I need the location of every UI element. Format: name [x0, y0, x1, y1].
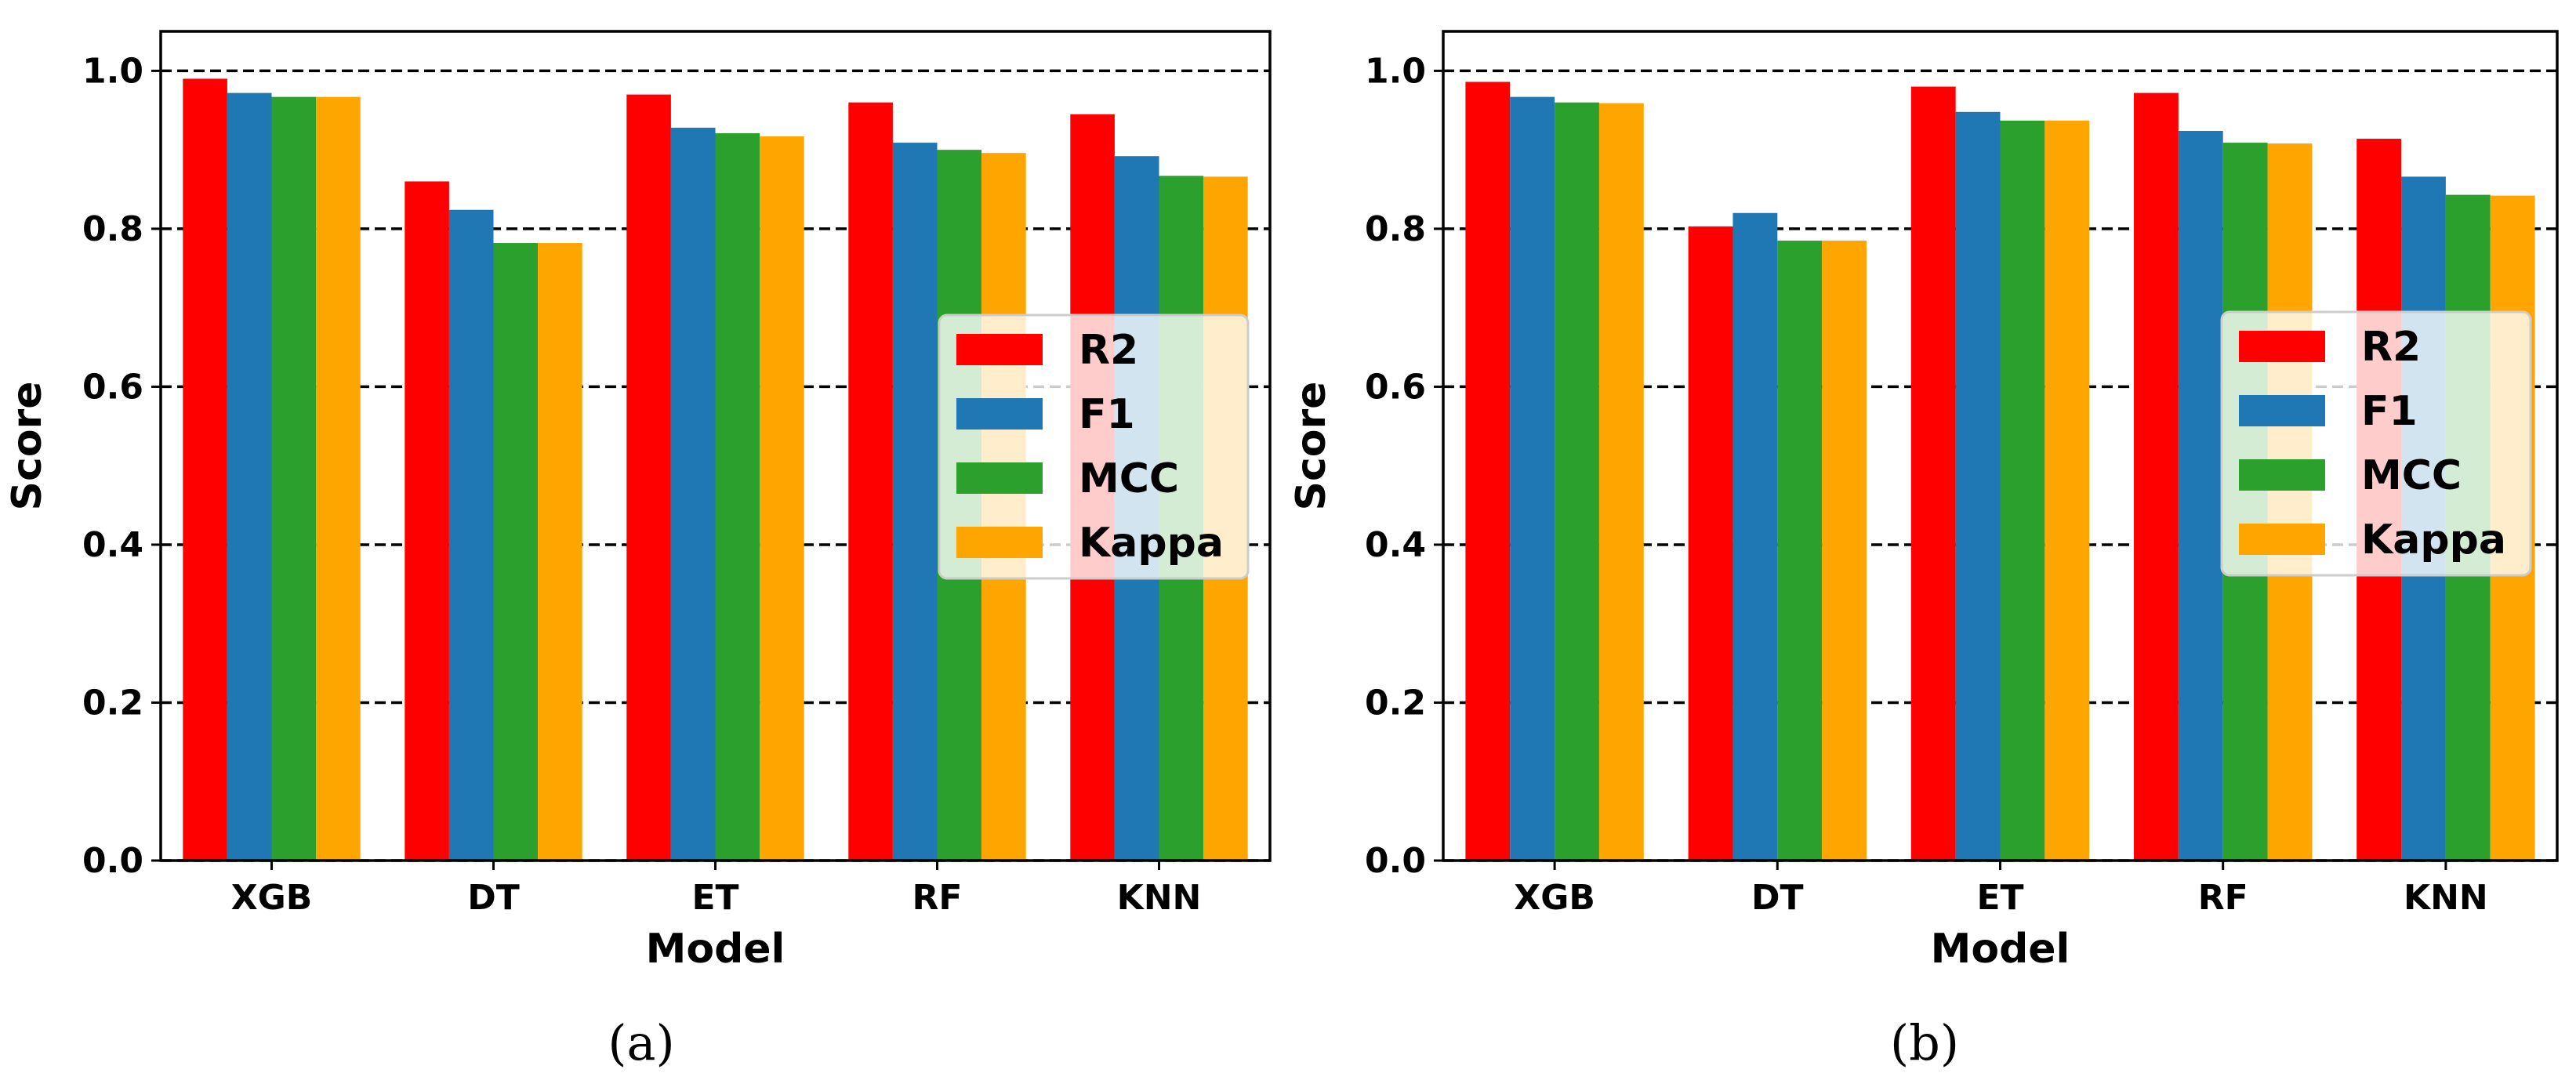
- y-tick-label: 0.0: [82, 841, 143, 881]
- legend-swatch-f1: [956, 398, 1043, 430]
- bar-mcc-dt: [1777, 241, 1823, 861]
- y-tick-label: 0.4: [1365, 525, 1426, 565]
- legend-label-r2: R2: [1079, 327, 1138, 374]
- y-tick-label: 0.8: [1365, 209, 1426, 249]
- legend-swatch-kappa: [2239, 524, 2325, 555]
- x-tick-label: KNN: [2404, 878, 2488, 918]
- bar-f1-xgb: [227, 92, 272, 861]
- bar-r2-xgb: [1465, 82, 1511, 861]
- bar-kappa-et: [760, 136, 804, 861]
- bar-r2-et: [1910, 86, 1956, 861]
- legend: R2 F1 MCC Kappa: [938, 314, 1250, 580]
- bar-r2-rf: [2134, 92, 2179, 861]
- axes-frame: [1442, 30, 2559, 862]
- legend-label-f1: F1: [1079, 391, 1135, 438]
- legend: R2 F1 MCC Kappa: [2220, 310, 2532, 577]
- legend-box: [2220, 310, 2532, 577]
- legend-label-r2: R2: [2361, 324, 2421, 371]
- legend-label-mcc: MCC: [2361, 452, 2462, 499]
- y-tick-label: 0.2: [1365, 683, 1426, 723]
- bar-r2-dt: [1688, 226, 1733, 861]
- bar-kappa-xgb: [316, 96, 361, 861]
- bar-mcc-et: [2000, 120, 2045, 861]
- y-axis-title: Score: [1288, 382, 1335, 511]
- bar-kappa-dt: [1822, 241, 1867, 861]
- bar-r2-xgb: [183, 78, 227, 861]
- chart-panel-1: 0.0 0.2 0.4 0.6 0.8 1.0 XGB DT ET RF KNN Model Score…: [4, 30, 1272, 1071]
- y-tick-label: 0.4: [82, 525, 143, 565]
- legend-label-f1: F1: [2361, 388, 2418, 435]
- x-tick-label: ET: [691, 878, 738, 918]
- x-tick-label: KNN: [1117, 878, 1202, 918]
- bar-kappa-xgb: [1598, 103, 1644, 861]
- bar-mcc-dt: [493, 243, 539, 861]
- y-tick-label: 0.0: [1365, 841, 1426, 881]
- axes-frame: [159, 30, 1272, 862]
- panel-label: (b): [1890, 1014, 1959, 1071]
- y-tick-label: 1.0: [82, 51, 143, 91]
- bar-r2-et: [626, 94, 671, 861]
- legend-swatch-r2: [956, 334, 1043, 365]
- bar-r2-dt: [405, 181, 449, 861]
- bar-f1-rf: [2178, 130, 2223, 861]
- legend-label-mcc: MCC: [1079, 455, 1179, 502]
- bar-f1-et: [670, 127, 716, 861]
- legend-label-kappa: Kappa: [1079, 520, 1224, 567]
- bar-kappa-dt: [538, 243, 582, 861]
- legend-label-kappa: Kappa: [2361, 517, 2506, 564]
- legend-swatch-mcc: [956, 462, 1043, 494]
- bar-kappa-et: [2044, 120, 2090, 861]
- x-tick-label: DT: [467, 878, 520, 918]
- bar-f1-rf: [892, 143, 938, 861]
- legend-swatch-r2: [2239, 331, 2325, 362]
- y-tick-label: 0.6: [82, 367, 143, 407]
- x-axis-title: Model: [646, 926, 785, 973]
- y-axis-title: Score: [4, 382, 51, 511]
- x-tick-label: XGB: [1514, 878, 1595, 918]
- bar-f1-xgb: [1510, 96, 1555, 861]
- y-tick-label: 0.6: [1365, 367, 1426, 407]
- legend-box: [938, 314, 1250, 580]
- bar-mcc-xgb: [271, 96, 317, 861]
- bar-f1-dt: [1732, 212, 1778, 861]
- bar-r2-rf: [848, 102, 893, 861]
- x-tick-label: RF: [2198, 878, 2248, 918]
- chart-panel-2: 0.0 0.2 0.4 0.6 0.8 1.0 XGB DT ET RF KNN Model Score…: [1288, 30, 2559, 1071]
- bar-mcc-et: [715, 132, 760, 861]
- x-tick-label: ET: [1976, 878, 2023, 918]
- x-axis-title: Model: [1931, 926, 2070, 973]
- legend-swatch-kappa: [956, 527, 1043, 558]
- x-tick-label: RF: [912, 878, 963, 918]
- bar-mcc-xgb: [1555, 102, 1599, 861]
- x-tick-label: XGB: [231, 878, 313, 918]
- y-tick-label: 0.2: [82, 683, 143, 723]
- y-tick-label: 1.0: [1365, 51, 1426, 91]
- legend-swatch-f1: [2239, 395, 2325, 426]
- bar-f1-dt: [448, 209, 494, 861]
- panel-label: (a): [608, 1014, 674, 1071]
- y-tick-label: 0.8: [82, 209, 143, 249]
- bar-f1-et: [1955, 111, 2001, 861]
- x-tick-label: DT: [1751, 878, 1804, 918]
- legend-swatch-mcc: [2239, 459, 2325, 491]
